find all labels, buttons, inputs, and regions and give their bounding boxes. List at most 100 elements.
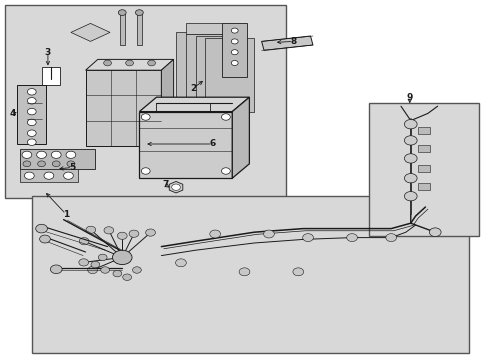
Circle shape [135, 10, 143, 15]
Circle shape [125, 60, 133, 66]
Circle shape [302, 234, 313, 242]
Bar [17, 85, 46, 144]
Circle shape [63, 172, 73, 179]
Circle shape [385, 234, 396, 242]
Bar [137, 13, 142, 45]
Circle shape [101, 267, 109, 273]
Circle shape [38, 161, 45, 167]
Circle shape [91, 261, 100, 268]
Circle shape [113, 270, 122, 277]
Circle shape [40, 235, 50, 243]
Circle shape [141, 114, 150, 120]
Circle shape [66, 151, 76, 158]
Circle shape [239, 268, 249, 276]
Circle shape [404, 136, 416, 145]
Polygon shape [139, 97, 249, 112]
Circle shape [79, 259, 88, 266]
Circle shape [23, 161, 31, 167]
Bar [20, 169, 78, 182]
Circle shape [404, 174, 416, 183]
Circle shape [98, 254, 107, 261]
Text: 1: 1 [63, 210, 69, 219]
Bar [195, 36, 244, 112]
Text: 7: 7 [162, 180, 168, 189]
Circle shape [67, 161, 75, 167]
Circle shape [27, 108, 36, 115]
Circle shape [27, 98, 36, 104]
Bar [32, 196, 468, 353]
Circle shape [37, 151, 46, 158]
Circle shape [221, 168, 230, 174]
Circle shape [104, 227, 114, 234]
Circle shape [404, 192, 416, 201]
Circle shape [231, 39, 238, 44]
Circle shape [346, 234, 357, 242]
Bar [139, 112, 232, 178]
Circle shape [27, 130, 36, 136]
Bar [85, 70, 161, 146]
Circle shape [231, 60, 238, 66]
Circle shape [27, 89, 36, 95]
Circle shape [129, 230, 139, 237]
Text: 9: 9 [406, 93, 412, 102]
Circle shape [27, 139, 36, 145]
Bar [417, 183, 429, 190]
Bar [120, 13, 124, 45]
Circle shape [52, 161, 60, 167]
Circle shape [27, 119, 36, 126]
Circle shape [44, 172, 54, 179]
Circle shape [231, 28, 238, 33]
Bar [368, 103, 478, 236]
Circle shape [122, 274, 131, 280]
Circle shape [221, 114, 230, 120]
Polygon shape [232, 97, 249, 178]
Text: 5: 5 [69, 163, 75, 172]
Polygon shape [261, 36, 312, 50]
Bar [417, 145, 429, 152]
Circle shape [22, 151, 32, 158]
Bar [20, 149, 95, 169]
Circle shape [171, 184, 180, 190]
Bar [176, 32, 224, 112]
Circle shape [112, 250, 132, 265]
Polygon shape [161, 59, 173, 146]
Circle shape [132, 267, 141, 273]
Text: 2: 2 [190, 84, 196, 93]
Bar [205, 38, 254, 112]
Circle shape [263, 230, 274, 238]
Bar [417, 127, 429, 134]
Text: 4: 4 [9, 109, 16, 118]
Circle shape [50, 265, 62, 274]
Circle shape [79, 238, 89, 245]
Circle shape [51, 151, 61, 158]
Circle shape [428, 228, 440, 237]
Circle shape [404, 120, 416, 129]
Circle shape [231, 50, 238, 55]
Circle shape [145, 229, 155, 236]
Polygon shape [169, 181, 183, 193]
Circle shape [103, 60, 111, 66]
Circle shape [141, 168, 150, 174]
Circle shape [24, 172, 34, 179]
Text: 8: 8 [290, 37, 296, 46]
Circle shape [292, 268, 303, 276]
Circle shape [86, 226, 96, 233]
Bar [185, 34, 234, 112]
Text: 6: 6 [209, 139, 215, 148]
Bar [5, 5, 285, 198]
Circle shape [117, 232, 127, 239]
Bar [417, 165, 429, 172]
Bar [41, 67, 60, 85]
Circle shape [147, 60, 155, 66]
Circle shape [209, 230, 220, 238]
Circle shape [175, 259, 186, 267]
Circle shape [404, 154, 416, 163]
Circle shape [118, 10, 126, 15]
Text: 3: 3 [45, 48, 51, 57]
Circle shape [87, 266, 97, 274]
Polygon shape [71, 23, 110, 41]
Bar [222, 23, 246, 77]
Bar [185, 23, 222, 34]
Circle shape [36, 224, 47, 233]
Polygon shape [85, 59, 173, 70]
